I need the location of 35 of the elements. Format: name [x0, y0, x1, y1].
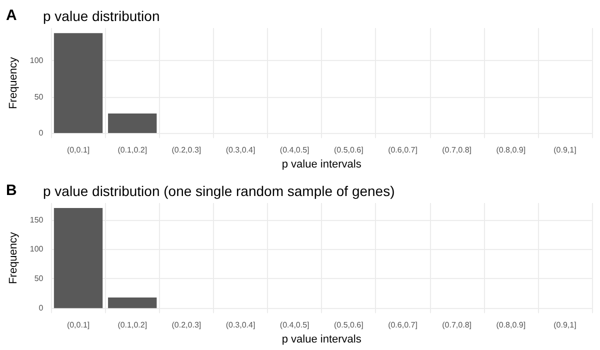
y-axis-title: Frequency [8, 232, 20, 284]
y-tick-label: 0 [38, 128, 44, 138]
text: B [6, 182, 17, 199]
x-tick-label: (0.3,0.4] [226, 146, 256, 155]
x-tick-label: (0,0.1] [66, 146, 90, 155]
y-tick-label: 0 [38, 304, 44, 313]
chart-title: p value distribution (one single random sample of genes) [43, 183, 395, 199]
x-tick-label: (0.1,0.2] [118, 146, 148, 155]
y-axis-title: Frequency [8, 56, 20, 110]
x-axis-title: p value intervals [282, 334, 362, 346]
x-tick-label: (0.9,1] [554, 146, 576, 155]
y-tick-label: 50 [34, 92, 44, 102]
x-tick-label: (0.9,1] [554, 320, 576, 330]
x-tick-label: (0.4,0.5] [280, 320, 310, 330]
y-tick-label: 100 [30, 244, 44, 254]
y-tick-label: 100 [30, 56, 44, 66]
x-tick-label: (0.6,0.7] [388, 146, 418, 155]
text: A [6, 7, 17, 24]
x-tick-label: (0.1,0.2] [118, 320, 148, 330]
x-tick-label: (0.3,0.4] [226, 320, 256, 330]
x-axis-title: p value intervals [282, 158, 362, 170]
x-tick-label: (0.7,0.8] [442, 146, 472, 155]
x-tick-label: (0.8,0.9] [496, 320, 526, 330]
x-tick-label: (0.8,0.9] [496, 146, 526, 155]
x-tick-label: (0.5,0.6] [334, 320, 364, 330]
y-tick-label: 150 [30, 215, 44, 224]
x-tick-label: (0.2,0.3] [172, 146, 202, 155]
chart-title: p value distribution [43, 8, 160, 24]
y-tick-label: 50 [34, 274, 44, 284]
x-tick-label: (0.7,0.8] [442, 320, 472, 330]
x-tick-label: (0.2,0.3] [172, 320, 202, 330]
x-tick-label: (0.5,0.6] [334, 146, 364, 155]
x-tick-label: (0.6,0.7] [388, 320, 418, 330]
x-tick-label: (0.4,0.5] [280, 146, 310, 155]
x-tick-label: (0,0.1] [66, 320, 90, 330]
